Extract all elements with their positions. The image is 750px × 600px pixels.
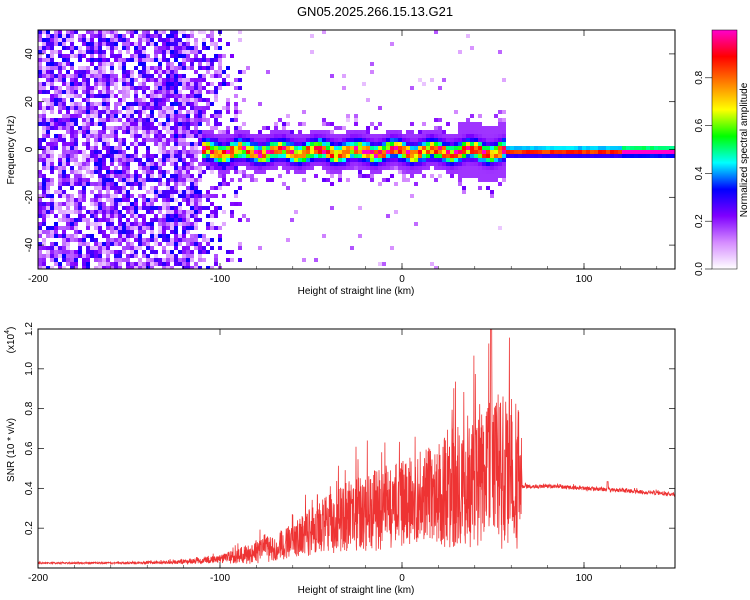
- spectrogram-xtick-label: -200: [28, 274, 48, 285]
- colorbar-tick-label: 0.4: [694, 166, 705, 180]
- spectrogram-x-axis: -200 -100 0 100: [28, 30, 658, 285]
- spectrogram-ytick-label: 40: [24, 48, 35, 60]
- colorbar-tick-label: 0.2: [694, 214, 705, 228]
- snr-ytick-label: 1.2: [24, 322, 35, 336]
- snr-y-axis: 0.2 0.4 0.6 0.8 1.0 1.2: [24, 322, 675, 535]
- spectrogram-xlabel: Height of straight line (km): [298, 286, 415, 297]
- snr-series-line: [38, 329, 675, 566]
- spectrogram-ytick-label: 0: [24, 146, 35, 152]
- spectrogram-xtick-label: 100: [576, 274, 593, 285]
- colorbar-tick-label: 0.6: [694, 118, 705, 132]
- snr-panel: -200 -100 0 100 0.2 0.4 0.6 0.8 1.0 1.2 Height o…: [4, 322, 676, 596]
- snr-ylabel: SNR (10 * v/v): [6, 418, 17, 482]
- snr-ytick-label: 0.4: [24, 481, 35, 495]
- spectrogram-ylabel: Frequency (Hz): [6, 116, 17, 185]
- colorbar-gradient: [711, 29, 738, 270]
- snr-xtick-label: 0: [399, 573, 405, 584]
- spectrogram-ytick-label: -20: [24, 190, 35, 205]
- snr-y-multiplier-close: ): [6, 327, 17, 330]
- spectrogram-heatmap: [38, 30, 675, 269]
- spectrogram-ytick-label: 20: [24, 96, 35, 108]
- colorbar-tick-label: 0.8: [694, 70, 705, 84]
- snr-xtick-label: -100: [210, 573, 230, 584]
- snr-xtick-label: -200: [28, 573, 48, 584]
- spectrogram-xtick-label: 0: [399, 274, 405, 285]
- snr-xtick-label: 100: [576, 573, 593, 584]
- svg-text:(x104): (x104): [4, 327, 17, 354]
- snr-ytick-label: 1.0: [24, 361, 35, 375]
- snr-x-axis: -200 -100 0 100: [28, 329, 658, 584]
- snr-ytick-label: 0.8: [24, 401, 35, 415]
- snr-ytick-label: 0.6: [24, 441, 35, 455]
- snr-y-multiplier: (x104): [4, 327, 17, 354]
- snr-ytick-label: 0.2: [24, 521, 35, 535]
- colorbar-ticks: 0.0 0.2 0.4 0.6 0.8: [694, 70, 712, 276]
- figure-title: GN05.2025.266.15.13.G21: [297, 4, 453, 19]
- spectrogram-xtick-label: -100: [210, 274, 230, 285]
- colorbar: 0.0 0.2 0.4 0.6 0.8 Normalized spectral ampl…: [694, 29, 750, 276]
- colorbar-tick-label: 0.0: [694, 262, 705, 276]
- spectrogram-y-axis: -40 -20 0 20 40: [24, 48, 675, 252]
- snr-xlabel: Height of straight line (km): [298, 585, 415, 596]
- snr-y-multiplier-exp: 4: [4, 330, 11, 334]
- snr-y-multiplier-base: (x10: [6, 333, 17, 353]
- colorbar-label: Normalized spectral amplitude: [739, 82, 750, 217]
- spectrogram-ytick-label: -40: [24, 237, 35, 252]
